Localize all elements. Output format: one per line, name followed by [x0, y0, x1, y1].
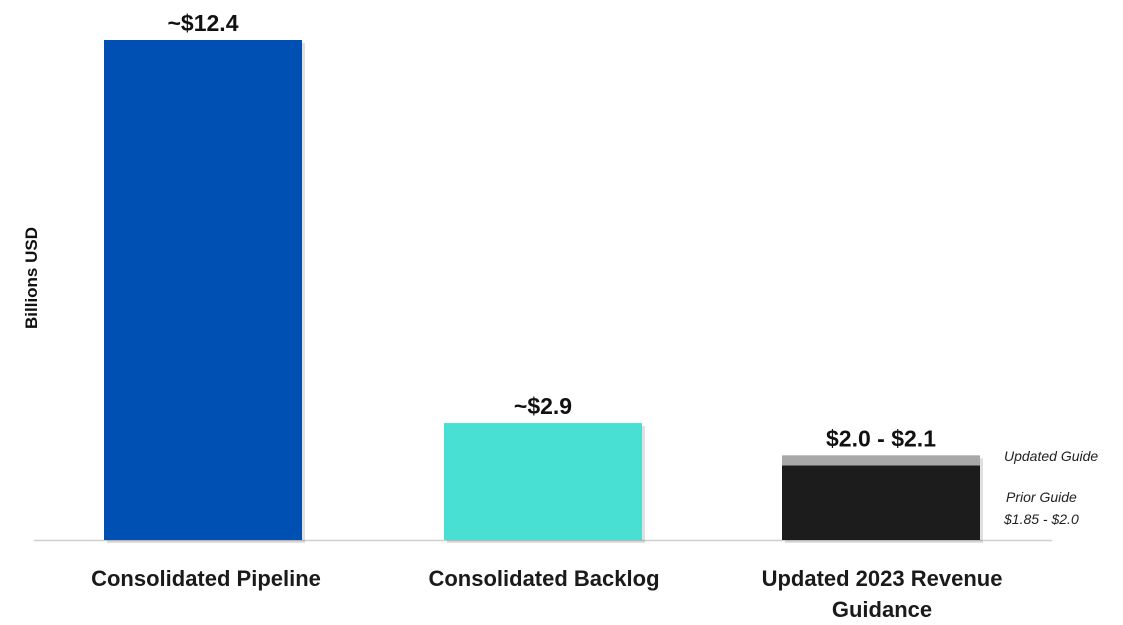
- annotation-updated-guide: Updated Guide: [1004, 448, 1099, 464]
- bar-segment-prior-guide: [782, 465, 980, 540]
- bar-segment-updated-guide: [782, 455, 980, 466]
- category-label-pipeline: Consolidated Pipeline: [91, 566, 321, 591]
- data-label-backlog: ~$2.9: [514, 393, 572, 419]
- data-label-pipeline: ~$12.4: [168, 10, 239, 36]
- annotation-prior-guide: Prior Guide: [1006, 489, 1077, 505]
- bar-backlog: [444, 423, 642, 540]
- category-label-guidance: Updated 2023 Revenue Guidance: [761, 566, 1003, 622]
- bar-pipeline: [104, 40, 302, 540]
- category-label-backlog: Consolidated Backlog: [428, 566, 660, 591]
- annotation-prior-guide-range: $1.85 - $2.0: [1004, 511, 1079, 527]
- data-label-guidance: $2.0 - $2.1: [826, 425, 936, 451]
- y-axis-label: Billions USD: [22, 226, 41, 330]
